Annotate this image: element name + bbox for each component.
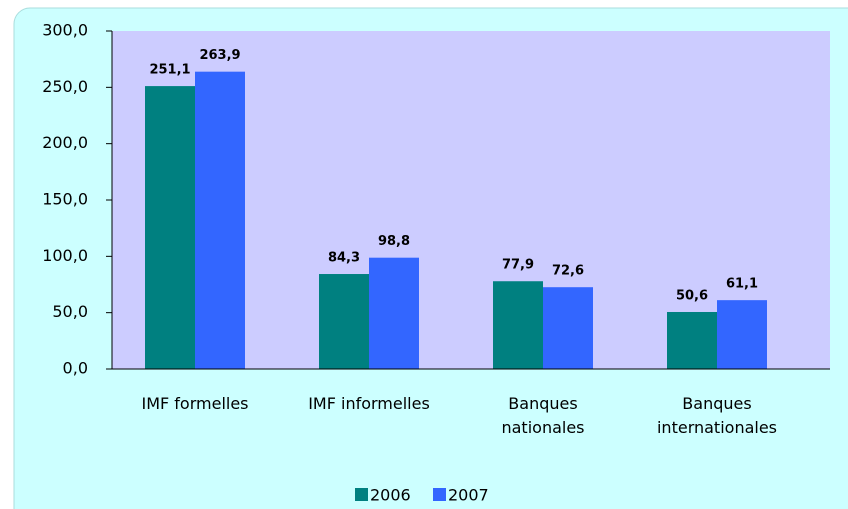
y-tick-label: 300,0 — [42, 21, 88, 40]
legend-swatch — [355, 488, 368, 501]
bar — [667, 311, 717, 369]
x-tick-label: IMF informelles — [308, 394, 430, 413]
x-tick-label: Banques nationales — [501, 394, 585, 437]
legend-label: 2006 — [370, 486, 411, 505]
value-label: 84,3 — [328, 251, 360, 266]
value-label: 251,1 — [149, 63, 190, 78]
bar — [493, 281, 543, 369]
value-label: 98,8 — [378, 234, 410, 249]
value-label: 72,6 — [552, 264, 584, 279]
y-tick-label: 50,0 — [52, 302, 88, 321]
bar — [195, 71, 245, 369]
y-tick-label: 150,0 — [42, 190, 88, 209]
legend-label: 2007 — [448, 486, 489, 505]
bar — [369, 257, 419, 369]
bar — [717, 300, 767, 369]
value-label: 77,9 — [502, 258, 534, 273]
value-label: 50,6 — [676, 288, 708, 303]
value-label: 263,9 — [199, 48, 240, 63]
y-tick-label: 250,0 — [42, 77, 88, 96]
y-tick-label: 200,0 — [42, 133, 88, 152]
bar — [319, 274, 369, 369]
x-tick-label: Banques internationales — [656, 394, 778, 437]
x-tick-label: IMF formelles — [141, 394, 249, 413]
bar — [145, 86, 195, 370]
bar — [543, 287, 593, 369]
y-tick-label: 100,0 — [42, 246, 88, 265]
value-label: 61,1 — [726, 277, 758, 292]
legend-swatch — [433, 488, 446, 501]
y-tick-label: 0,0 — [63, 359, 88, 378]
